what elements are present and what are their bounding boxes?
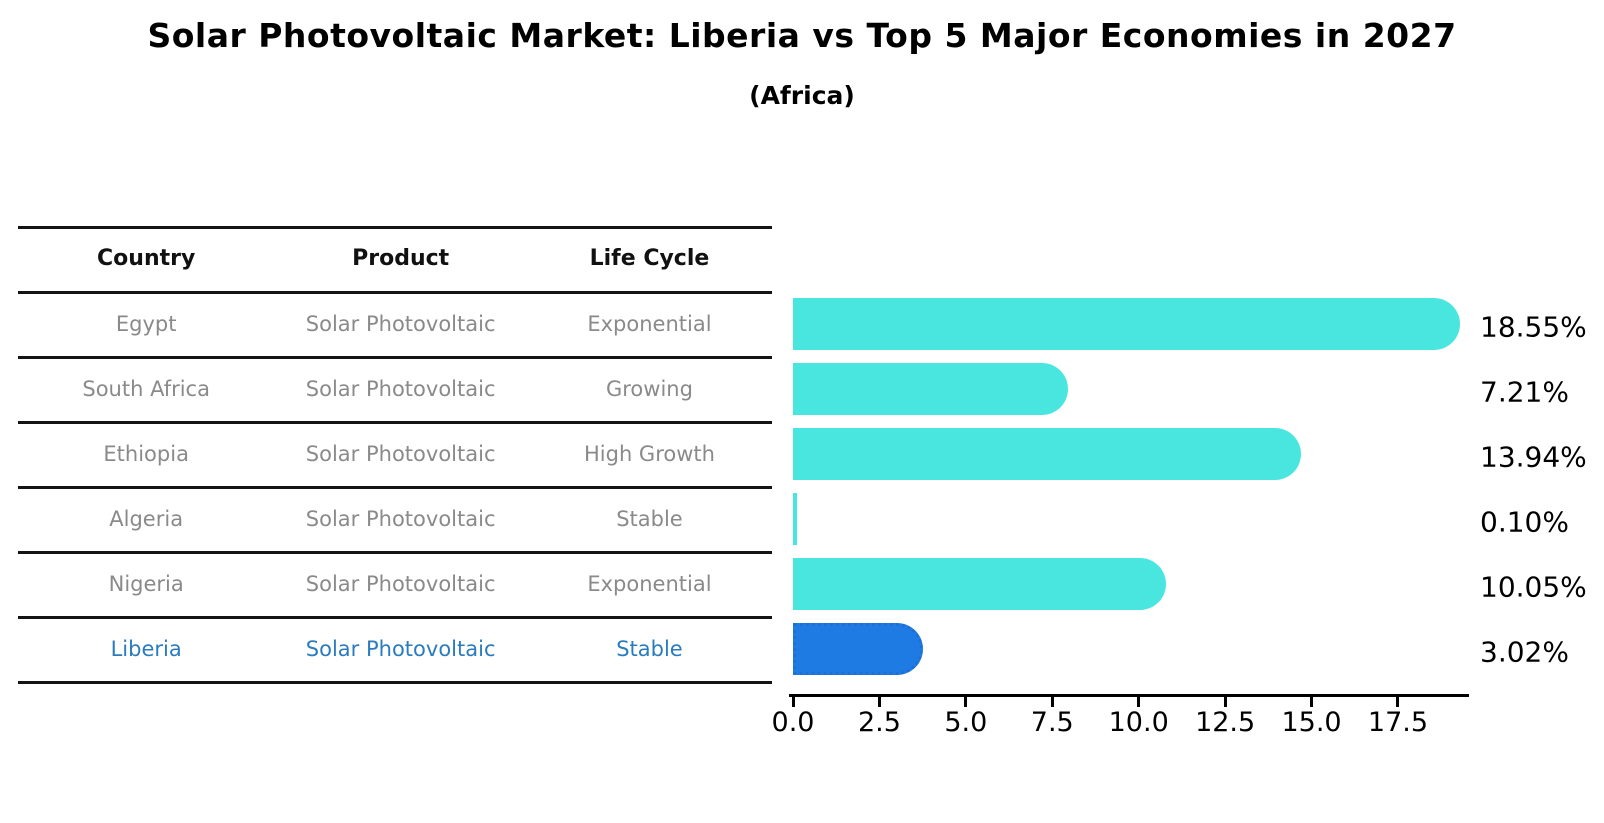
bar-egypt [793,298,1461,350]
table-cell-product: Solar Photovoltaic [305,636,496,661]
value-label-ethiopia: 13.94% [1480,440,1587,474]
x-axis-tick [1310,697,1314,707]
table-row-border [18,486,772,489]
table-row-border [18,551,772,554]
x-axis-tick-label: 5.0 [944,707,988,738]
table-row-border [18,616,772,619]
x-axis-tick [877,697,881,707]
value-label-nigeria: 10.05% [1480,570,1587,604]
table-cell-country: Ethiopia [103,441,189,466]
table-cell-product: Solar Photovoltaic [305,506,496,531]
table-header-life-cycle: Life Cycle [589,246,710,271]
x-axis-tick-label: 15.0 [1281,707,1342,738]
table-cell-product: Solar Photovoltaic [305,441,496,466]
table-header-country: Country [97,246,196,271]
x-axis-tick-label: 17.5 [1367,707,1429,738]
table-row-ethiopia: Ethiopia Solar Photovoltaic High Growth [18,421,772,486]
table-row-border [18,421,772,424]
table-cell-country: Nigeria [108,571,184,596]
table-cell-life-cycle: High Growth [583,441,715,466]
table-row-egypt: Egypt Solar Photovoltaic Exponential [18,291,772,356]
bar-liberia [793,623,924,675]
x-axis-tick-label: 10.0 [1108,707,1169,738]
table-cell-life-cycle: Stable [616,506,683,531]
x-axis-tick-label: 0.0 [771,707,815,738]
table-cell-country: Liberia [110,636,182,661]
x-axis-tick [1223,697,1227,707]
table-row-border [18,356,772,359]
x-axis-tick [1396,697,1400,707]
table-cell-product: Solar Photovoltaic [305,311,496,336]
x-axis-tick [1050,697,1054,707]
bar-south-africa [793,363,1069,415]
table-cell-life-cycle: Exponential [587,311,712,336]
bar-nigeria [793,558,1167,610]
table-cell-life-cycle: Growing [605,376,693,401]
table-cell-country: South Africa [82,376,210,401]
x-axis-tick [964,697,968,707]
table-cell-product: Solar Photovoltaic [305,571,496,596]
table-top-border [18,226,772,229]
table-cell-country: Egypt [115,311,177,336]
bar-algeria [793,493,797,545]
x-axis-tick [791,697,795,707]
value-label-liberia: 3.02% [1480,635,1569,669]
table-cell-product: Solar Photovoltaic [305,376,496,401]
x-axis-tick-label: 2.5 [857,707,901,738]
table-header-row: Country Product Life Cycle [18,226,772,291]
table-row-border [18,681,772,684]
chart-title: Solar Photovoltaic Market: Liberia vs To… [147,16,1457,55]
table-row-algeria: Algeria Solar Photovoltaic Stable [18,486,772,551]
table-row-south-africa: South Africa Solar Photovoltaic Growing [18,356,772,421]
table-row-nigeria: Nigeria Solar Photovoltaic Exponential [18,551,772,616]
x-axis-tick-label: 7.5 [1030,707,1074,738]
bar-ethiopia [793,428,1301,480]
x-axis-tick-label: 12.5 [1195,707,1256,738]
value-label-algeria: 0.10% [1480,505,1569,539]
chart-subtitle: (Africa) [749,81,855,110]
table-cell-life-cycle: Stable [616,636,683,661]
table-cell-life-cycle: Exponential [587,571,712,596]
x-axis-line [789,694,1469,697]
x-axis-tick [1137,697,1141,707]
table-cell-country: Algeria [109,506,184,531]
table-row-liberia: Liberia Solar Photovoltaic Stable [18,616,772,681]
value-label-egypt: 18.55% [1480,310,1587,344]
table-header-product: Product [352,246,450,271]
table-header-border [18,291,772,294]
value-label-south-africa: 7.21% [1480,375,1569,409]
